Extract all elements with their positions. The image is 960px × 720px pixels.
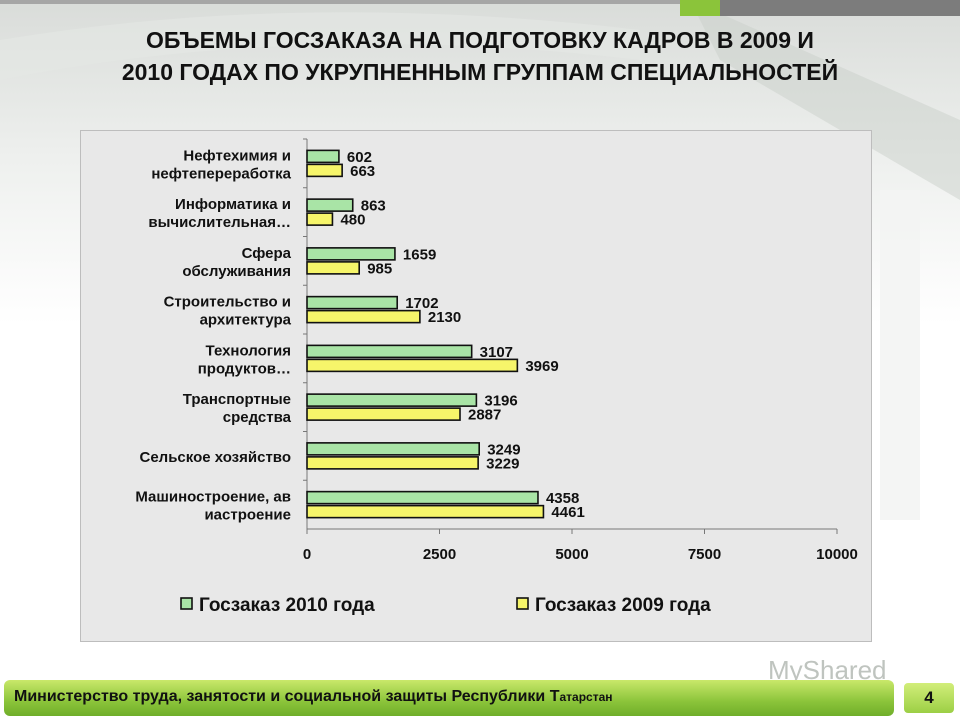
category-label: продуктов…: [198, 360, 291, 377]
slide-title-line-2: 2010 ГОДАХ ПО УКРУПНЕННЫМ ГРУППАМ СПЕЦИА…: [121, 59, 839, 85]
x-tick-label: 7500: [688, 546, 721, 563]
category-label: обслуживания: [182, 263, 291, 280]
chart-panel: Нефтехимия и нефтепереработка 602 663 Информ…: [80, 130, 872, 642]
bar-2009: [306, 163, 343, 178]
data-label: 863: [361, 198, 386, 215]
category-label: Нефтехимия и: [183, 147, 291, 164]
footer-organization-text: Министерство труда, занятости и социальн…: [14, 688, 613, 706]
x-tick-label: 2500: [423, 546, 456, 563]
legend-label: Госзаказ 2010 года: [199, 595, 375, 616]
category-label: архитектура: [200, 312, 292, 329]
data-label: 4358: [546, 490, 579, 507]
footer-small-text: атарстан: [559, 690, 613, 704]
category-label: Машиностроение, ав: [135, 489, 291, 506]
category-label: Информатика и: [175, 196, 291, 213]
data-label: 602: [347, 149, 372, 166]
data-label: 4461: [551, 504, 584, 521]
data-label: 663: [350, 163, 375, 180]
data-label: 480: [340, 212, 365, 229]
data-label: 1659: [403, 246, 436, 263]
category-label: средства: [223, 409, 292, 426]
category-label: Транспортные: [183, 391, 291, 408]
data-label: 985: [367, 260, 392, 277]
bar-2009: [306, 309, 421, 324]
category-label: Сельское хозяйство: [140, 449, 292, 466]
data-label: 3969: [525, 358, 558, 375]
bar-2010: [306, 149, 340, 164]
bar-2010: [306, 442, 480, 456]
category-label: Сфера: [242, 245, 292, 262]
slide-title-line-1: ОБЪЕМЫ ГОСЗАКАЗА НА ПОДГОТОВКУ КАДРОВ В …: [146, 27, 814, 53]
category-label: нефтепереработка: [151, 165, 291, 182]
x-tick-label: 10000: [816, 546, 858, 563]
bar-2010: [306, 490, 539, 505]
bar-2009: [306, 212, 334, 226]
data-label: 1702: [405, 295, 438, 312]
legend-label: Госзаказ 2009 года: [535, 595, 711, 616]
category-label: иастроение: [204, 507, 291, 524]
x-tick-label: 5000: [555, 546, 588, 563]
data-label: 3196: [484, 393, 517, 410]
footer-main-text: Министерство труда, занятости и социальн…: [14, 688, 560, 705]
slide-title: ОБЪЕМЫ ГОСЗАКАЗА НА ПОДГОТОВКУ КАДРОВ В …: [20, 24, 940, 88]
data-label: 2130: [428, 309, 461, 326]
bar-2009: [306, 261, 361, 275]
top-accent-bar: [0, 0, 960, 16]
x-tick-label: 0: [303, 546, 311, 563]
bar-2010: [306, 295, 399, 310]
data-label: 3249: [487, 441, 520, 458]
category-label: вычислительная…: [148, 214, 291, 231]
bar-2010: [306, 393, 478, 407]
bar-2009: [306, 407, 461, 421]
bar-2010: [306, 247, 396, 261]
footer-bar: [4, 680, 894, 716]
data-label: 3107: [480, 344, 513, 361]
bar-2010: [306, 198, 354, 212]
bar-2010: [306, 344, 473, 359]
bar-2009: [306, 456, 479, 470]
bar-2009: [306, 358, 519, 373]
category-label: Технология: [206, 342, 291, 359]
bar-2009: [306, 504, 545, 519]
category-label: Строительство и: [164, 294, 291, 311]
page-number: 4: [902, 681, 956, 715]
data-label: 3229: [486, 455, 519, 472]
legend-swatch-2010: [180, 597, 193, 610]
legend-swatch-2009: [516, 597, 529, 610]
data-label: 2887: [468, 407, 501, 424]
